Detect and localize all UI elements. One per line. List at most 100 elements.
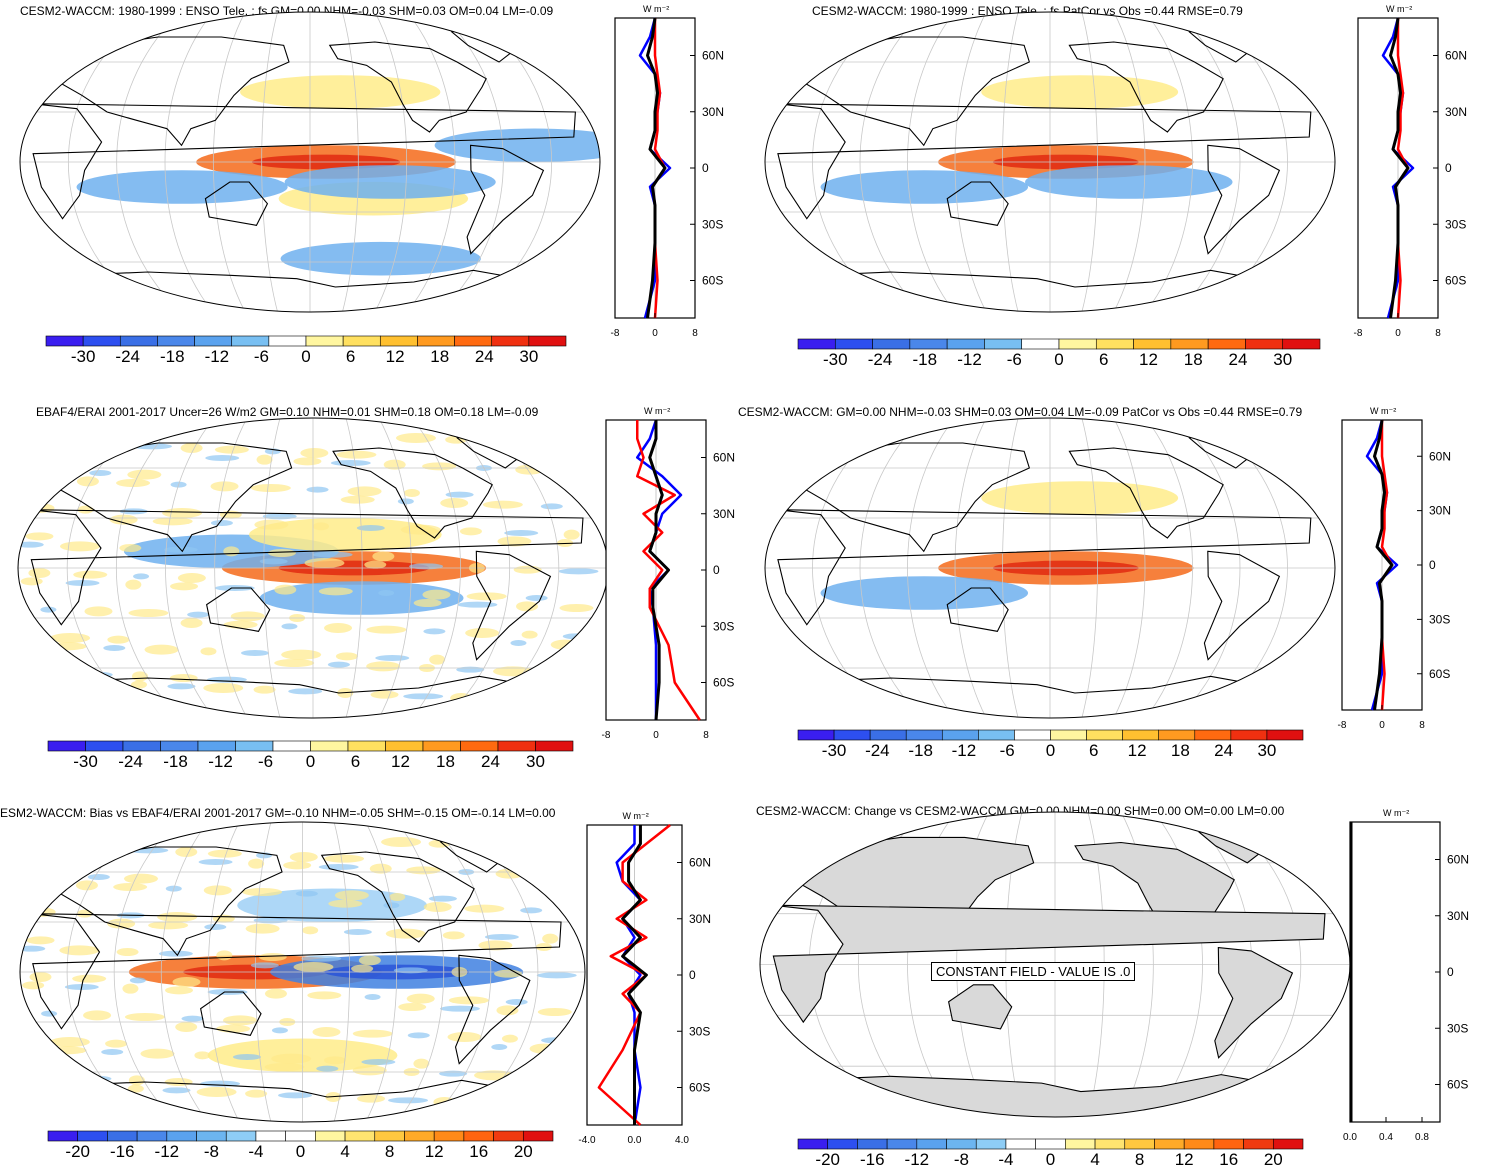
- colorbar-tick-label: 12: [391, 752, 410, 771]
- field-speckle: [324, 854, 365, 863]
- colorbar-tick-label: 6: [346, 347, 355, 366]
- colorbar-tick-label: -12: [208, 752, 233, 771]
- zonal-units-label: W m⁻²: [1370, 406, 1396, 416]
- zonal-line-difference: [1389, 17, 1410, 319]
- field-speckle: [152, 517, 193, 526]
- field-speckle: [230, 611, 265, 622]
- field-speckle: [403, 489, 420, 497]
- field-speckle: [245, 1089, 268, 1098]
- field-speckle: [103, 645, 126, 651]
- field-speckle: [169, 674, 198, 682]
- colorbar-swatch: [1050, 729, 1087, 741]
- colorbar-swatch: [77, 1130, 108, 1142]
- field-speckle: [177, 573, 206, 583]
- colorbar-2: -30 -24 -18 -12 -6 0 6 12 18 24 30: [797, 338, 1321, 369]
- colorbar-swatch: [374, 1130, 405, 1142]
- field-speckle: [358, 955, 381, 966]
- colorbar-swatch: [422, 740, 461, 752]
- field-speckle: [125, 579, 142, 590]
- field-speckle: [172, 977, 201, 987]
- continent-australia: [206, 587, 271, 632]
- field-speckle: [466, 592, 507, 601]
- field-speckle: [46, 642, 87, 651]
- colorbar-tick-label: -8: [204, 1142, 219, 1161]
- continent-antarctica: [812, 269, 1259, 312]
- zonal-lat-label: 60N: [713, 451, 735, 465]
- colorbar-3: -30 -24 -18 -12 -6 0 6 12 18 24 30: [47, 740, 574, 771]
- graticule-lon: [1209, 12, 1288, 312]
- field-speckle: [478, 940, 513, 951]
- zonal-lat-label: 0: [713, 563, 720, 577]
- colorbar-swatch: [454, 335, 493, 347]
- colorbar-swatch: [916, 1138, 947, 1150]
- continent-antarctica: [812, 675, 1259, 718]
- graticule-lon: [212, 12, 246, 312]
- colorbar-swatch: [1014, 729, 1051, 741]
- field-speckle: [132, 671, 149, 682]
- colorbar-swatch: [1158, 729, 1196, 741]
- field-speckle: [267, 549, 296, 557]
- field-speckle: [50, 633, 91, 643]
- field-speckle: [278, 1092, 313, 1099]
- field-speckle: [180, 443, 203, 453]
- field-blob: [284, 165, 496, 199]
- continent-south-america: [1203, 550, 1281, 661]
- field-speckle: [295, 890, 318, 897]
- zonal-mean-panel-2: W m⁻² 60N 30N 0 30S 60S -8 0 8: [1354, 4, 1467, 339]
- field-speckle: [248, 858, 265, 869]
- zonal-lat-label: 60S: [689, 1081, 710, 1095]
- zonal-line-difference: [646, 17, 667, 319]
- field-speckle: [83, 698, 100, 705]
- field-speckle: [388, 1097, 429, 1104]
- colorbar-swatch: [1170, 338, 1209, 350]
- field-speckle: [293, 962, 334, 972]
- colorbar-swatch: [197, 740, 236, 752]
- field-speckle: [316, 1065, 339, 1072]
- field-speckle: [496, 1005, 519, 1016]
- graticule-lon: [67, 12, 149, 312]
- field-speckle: [302, 926, 319, 935]
- zonal-x-label: -8: [1338, 720, 1347, 731]
- zonal-x-label: 0.0: [1343, 1132, 1357, 1143]
- colorbar-swatch: [984, 338, 1023, 350]
- colorbar-tick-label: -30: [823, 350, 848, 369]
- colorbar-swatch: [1207, 338, 1246, 350]
- field-speckle: [203, 683, 244, 693]
- field-speckle: [46, 1046, 87, 1055]
- field-speckle: [200, 647, 217, 656]
- continent-north-america: [1068, 41, 1224, 133]
- zonal-lat-label: 30N: [713, 507, 735, 521]
- field-speckle: [395, 433, 436, 443]
- colorbar-swatch: [1065, 1138, 1096, 1150]
- field-speckle: [324, 623, 353, 633]
- field-speckle: [77, 1075, 112, 1082]
- field-speckle: [398, 1003, 427, 1011]
- continent-australia: [946, 181, 1009, 226]
- graticule-lon: [113, 822, 177, 1122]
- field-speckle: [347, 486, 382, 497]
- continent-north-america: [328, 41, 487, 133]
- field-speckle: [439, 1005, 480, 1012]
- zonal-lat-label: 30N: [1429, 504, 1451, 518]
- colorbar-swatch: [1272, 1138, 1304, 1150]
- field-speckle: [510, 640, 527, 646]
- colorbar-swatch: [497, 740, 536, 752]
- field-speckle: [162, 508, 203, 518]
- zonal-lat-label: 0: [1447, 965, 1454, 979]
- field-speckle: [214, 445, 249, 454]
- field-speckle: [250, 962, 279, 969]
- colorbar-swatch: [85, 740, 124, 752]
- field-speckle: [83, 1010, 112, 1021]
- colorbar-swatch: [1086, 729, 1123, 741]
- field-speckle: [544, 669, 567, 677]
- graticule-lon: [954, 418, 987, 718]
- graticule-lon: [365, 822, 398, 1122]
- colorbar-swatch: [797, 1138, 829, 1150]
- field-speckle: [336, 450, 377, 459]
- colorbar-swatch: [285, 1130, 316, 1142]
- zonal-lat-label: 60N: [702, 49, 724, 63]
- field-speckle: [29, 972, 52, 982]
- field-blob: [280, 241, 481, 276]
- field-speckle: [127, 469, 162, 480]
- field-speckle: [465, 628, 500, 638]
